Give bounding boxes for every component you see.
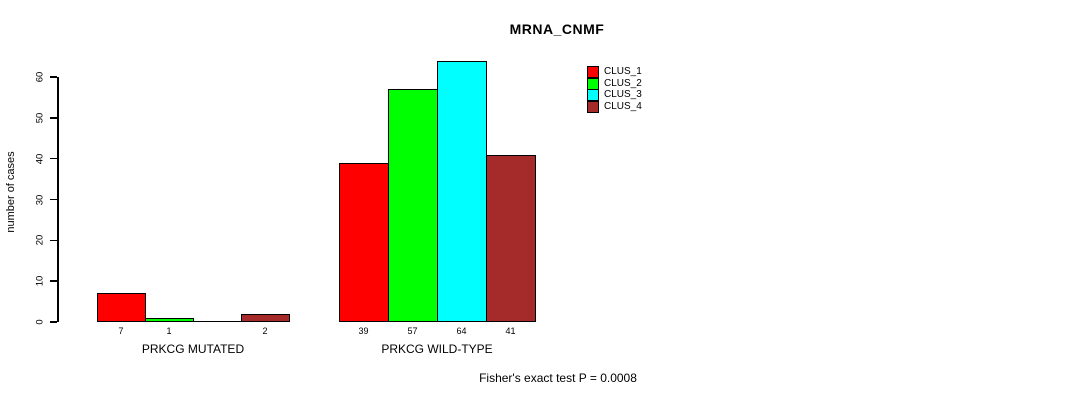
legend: CLUS_1 CLUS_2 CLUS_3 CLUS_4	[587, 65, 642, 113]
bar-value-label: 64	[456, 326, 467, 336]
legend-label: CLUS_4	[604, 100, 642, 112]
bar-clus-3	[193, 320, 242, 322]
bar-value-label: 57	[407, 326, 418, 336]
group-label: PRKCG WILD-TYPE	[381, 342, 493, 356]
bar-clus-1	[97, 293, 146, 322]
legend-item: CLUS_2	[587, 77, 642, 90]
y-axis-tick-label: 20	[34, 235, 46, 246]
bar-value-label: 7	[118, 326, 124, 336]
y-axis-tick-label: 10	[34, 275, 46, 287]
bar-clus-3	[437, 61, 487, 322]
group-label: PRKCG MUTATED	[141, 342, 245, 356]
y-axis-tick	[50, 239, 57, 242]
legend-swatch-clus-2	[587, 77, 599, 90]
chart-title: MRNA_CNMF	[509, 21, 605, 37]
legend-swatch-clus-4	[587, 100, 599, 113]
y-axis-tick	[50, 280, 57, 282]
y-axis-tick-label: 30	[34, 194, 46, 205]
bar-clus-2	[388, 89, 438, 322]
legend-label: CLUS_1	[604, 65, 642, 77]
y-axis-tick	[50, 198, 57, 201]
bar-value-label: 1	[166, 326, 172, 336]
bar-clus-2	[145, 318, 194, 322]
bar-clus-4	[486, 155, 536, 322]
legend-item: CLUS_4	[587, 100, 642, 113]
legend-swatch-clus-3	[587, 89, 599, 102]
bar-value-label: 39	[358, 326, 369, 336]
bar-value-label: 41	[505, 326, 516, 336]
y-axis-tick	[50, 321, 57, 323]
legend-swatch-clus-1	[587, 65, 599, 78]
bar-value-label: 2	[262, 326, 268, 336]
y-axis-tick-label: 0	[34, 319, 46, 325]
bar-clus-4	[241, 314, 290, 322]
bar-clus-1	[339, 163, 389, 322]
y-axis-tick-label: 60	[34, 71, 46, 83]
y-axis-tick	[50, 157, 57, 160]
y-axis-line	[57, 77, 59, 322]
y-axis-tick-label: 50	[34, 112, 46, 124]
fisher-test-annotation: Fisher's exact test P = 0.0008	[479, 371, 637, 385]
legend-item: CLUS_1	[587, 65, 642, 78]
legend-label: CLUS_3	[604, 89, 642, 101]
y-axis-tick	[50, 76, 57, 78]
legend-item: CLUS_3	[587, 89, 642, 102]
y-axis-tick-label: 40	[34, 153, 46, 164]
y-axis-tick	[50, 117, 57, 119]
legend-label: CLUS_2	[604, 77, 642, 89]
y-axis-label: number of cases	[5, 151, 17, 233]
